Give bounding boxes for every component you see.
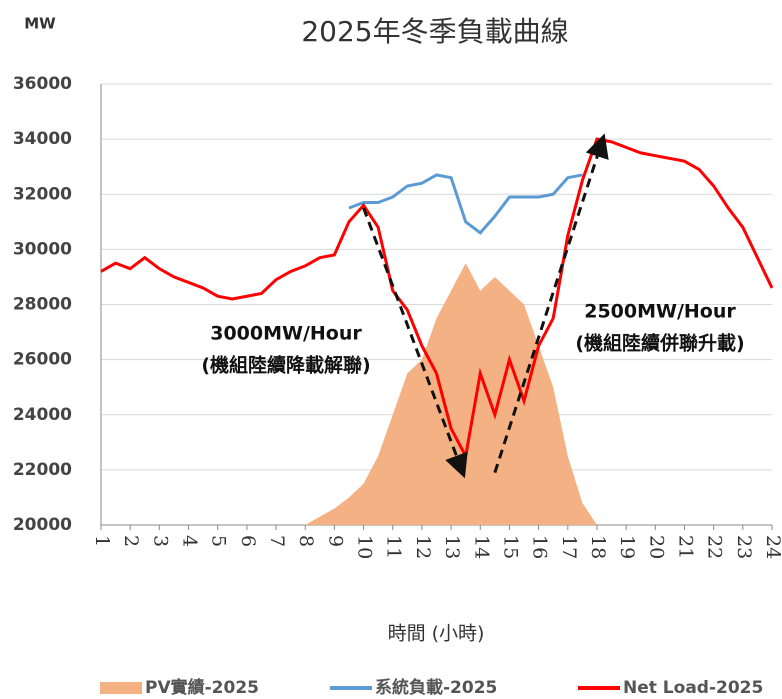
x-tick-label: 15	[499, 535, 521, 559]
y-tick-label: 24000	[13, 405, 72, 425]
y-tick-label: 28000	[13, 295, 72, 315]
y-tick-label: 22000	[13, 460, 72, 480]
y-tick-label: 26000	[13, 350, 72, 370]
y-tick-label: 20000	[13, 515, 72, 535]
x-tick-label: 10	[354, 535, 376, 559]
x-tick-label: 6	[237, 535, 259, 547]
pv-area	[305, 263, 597, 525]
legend-item: 系統負載-2025	[330, 677, 497, 698]
x-tick-label: 3	[149, 535, 171, 547]
x-tick-label: 14	[470, 535, 492, 559]
annotation: 3000MW/Hour	[210, 323, 362, 345]
annotation: (機組陸續降載解聯)	[201, 354, 370, 377]
trend-arrow	[493, 133, 609, 474]
y-tick-label: 36000	[13, 74, 72, 94]
chart-title: 2025年冬季負載曲線	[301, 15, 568, 48]
legend-label: Net Load-2025	[623, 678, 763, 698]
x-tick-label: 22	[704, 535, 726, 559]
y-axis-label: MW	[24, 15, 56, 33]
legend-label: PV實績-2025	[145, 677, 259, 698]
legend-item: Net Load-2025	[578, 678, 763, 698]
trend-arrow	[362, 207, 468, 479]
x-tick-label: 4	[179, 535, 201, 547]
legend-label: 系統負載-2025	[375, 677, 497, 698]
x-tick-label: 13	[441, 535, 463, 559]
x-axis-label: 時間 (小時)	[388, 623, 485, 645]
x-tick-label: 24	[762, 535, 782, 559]
x-tick-label: 23	[733, 535, 755, 559]
y-tick-label: 30000	[13, 239, 72, 259]
legend-swatch	[100, 682, 142, 694]
x-tick-label: 17	[558, 535, 580, 559]
x-tick-label: 19	[616, 535, 638, 559]
x-tick-label: 21	[674, 535, 696, 559]
x-tick-label: 12	[412, 535, 434, 559]
x-tick-label: 7	[266, 535, 288, 547]
annotation: (機組陸續併聯升載)	[575, 332, 744, 355]
y-tick-label: 34000	[13, 129, 72, 149]
x-tick-label: 18	[587, 535, 609, 559]
x-tick-label: 11	[383, 535, 405, 559]
y-tick-label: 32000	[13, 184, 72, 204]
x-tick-label: 16	[529, 535, 551, 559]
x-tick-label: 20	[645, 535, 667, 559]
legend-item: PV實績-2025	[100, 677, 259, 698]
x-tick-label: 5	[208, 535, 230, 547]
series-line	[348, 173, 583, 235]
x-tick-label: 2	[120, 535, 142, 547]
x-tick-label: 9	[324, 535, 346, 547]
x-tick-label: 1	[91, 535, 113, 547]
x-tick-label: 8	[295, 535, 317, 547]
series-line	[100, 137, 774, 461]
annotation: 2500MW/Hour	[584, 301, 736, 323]
